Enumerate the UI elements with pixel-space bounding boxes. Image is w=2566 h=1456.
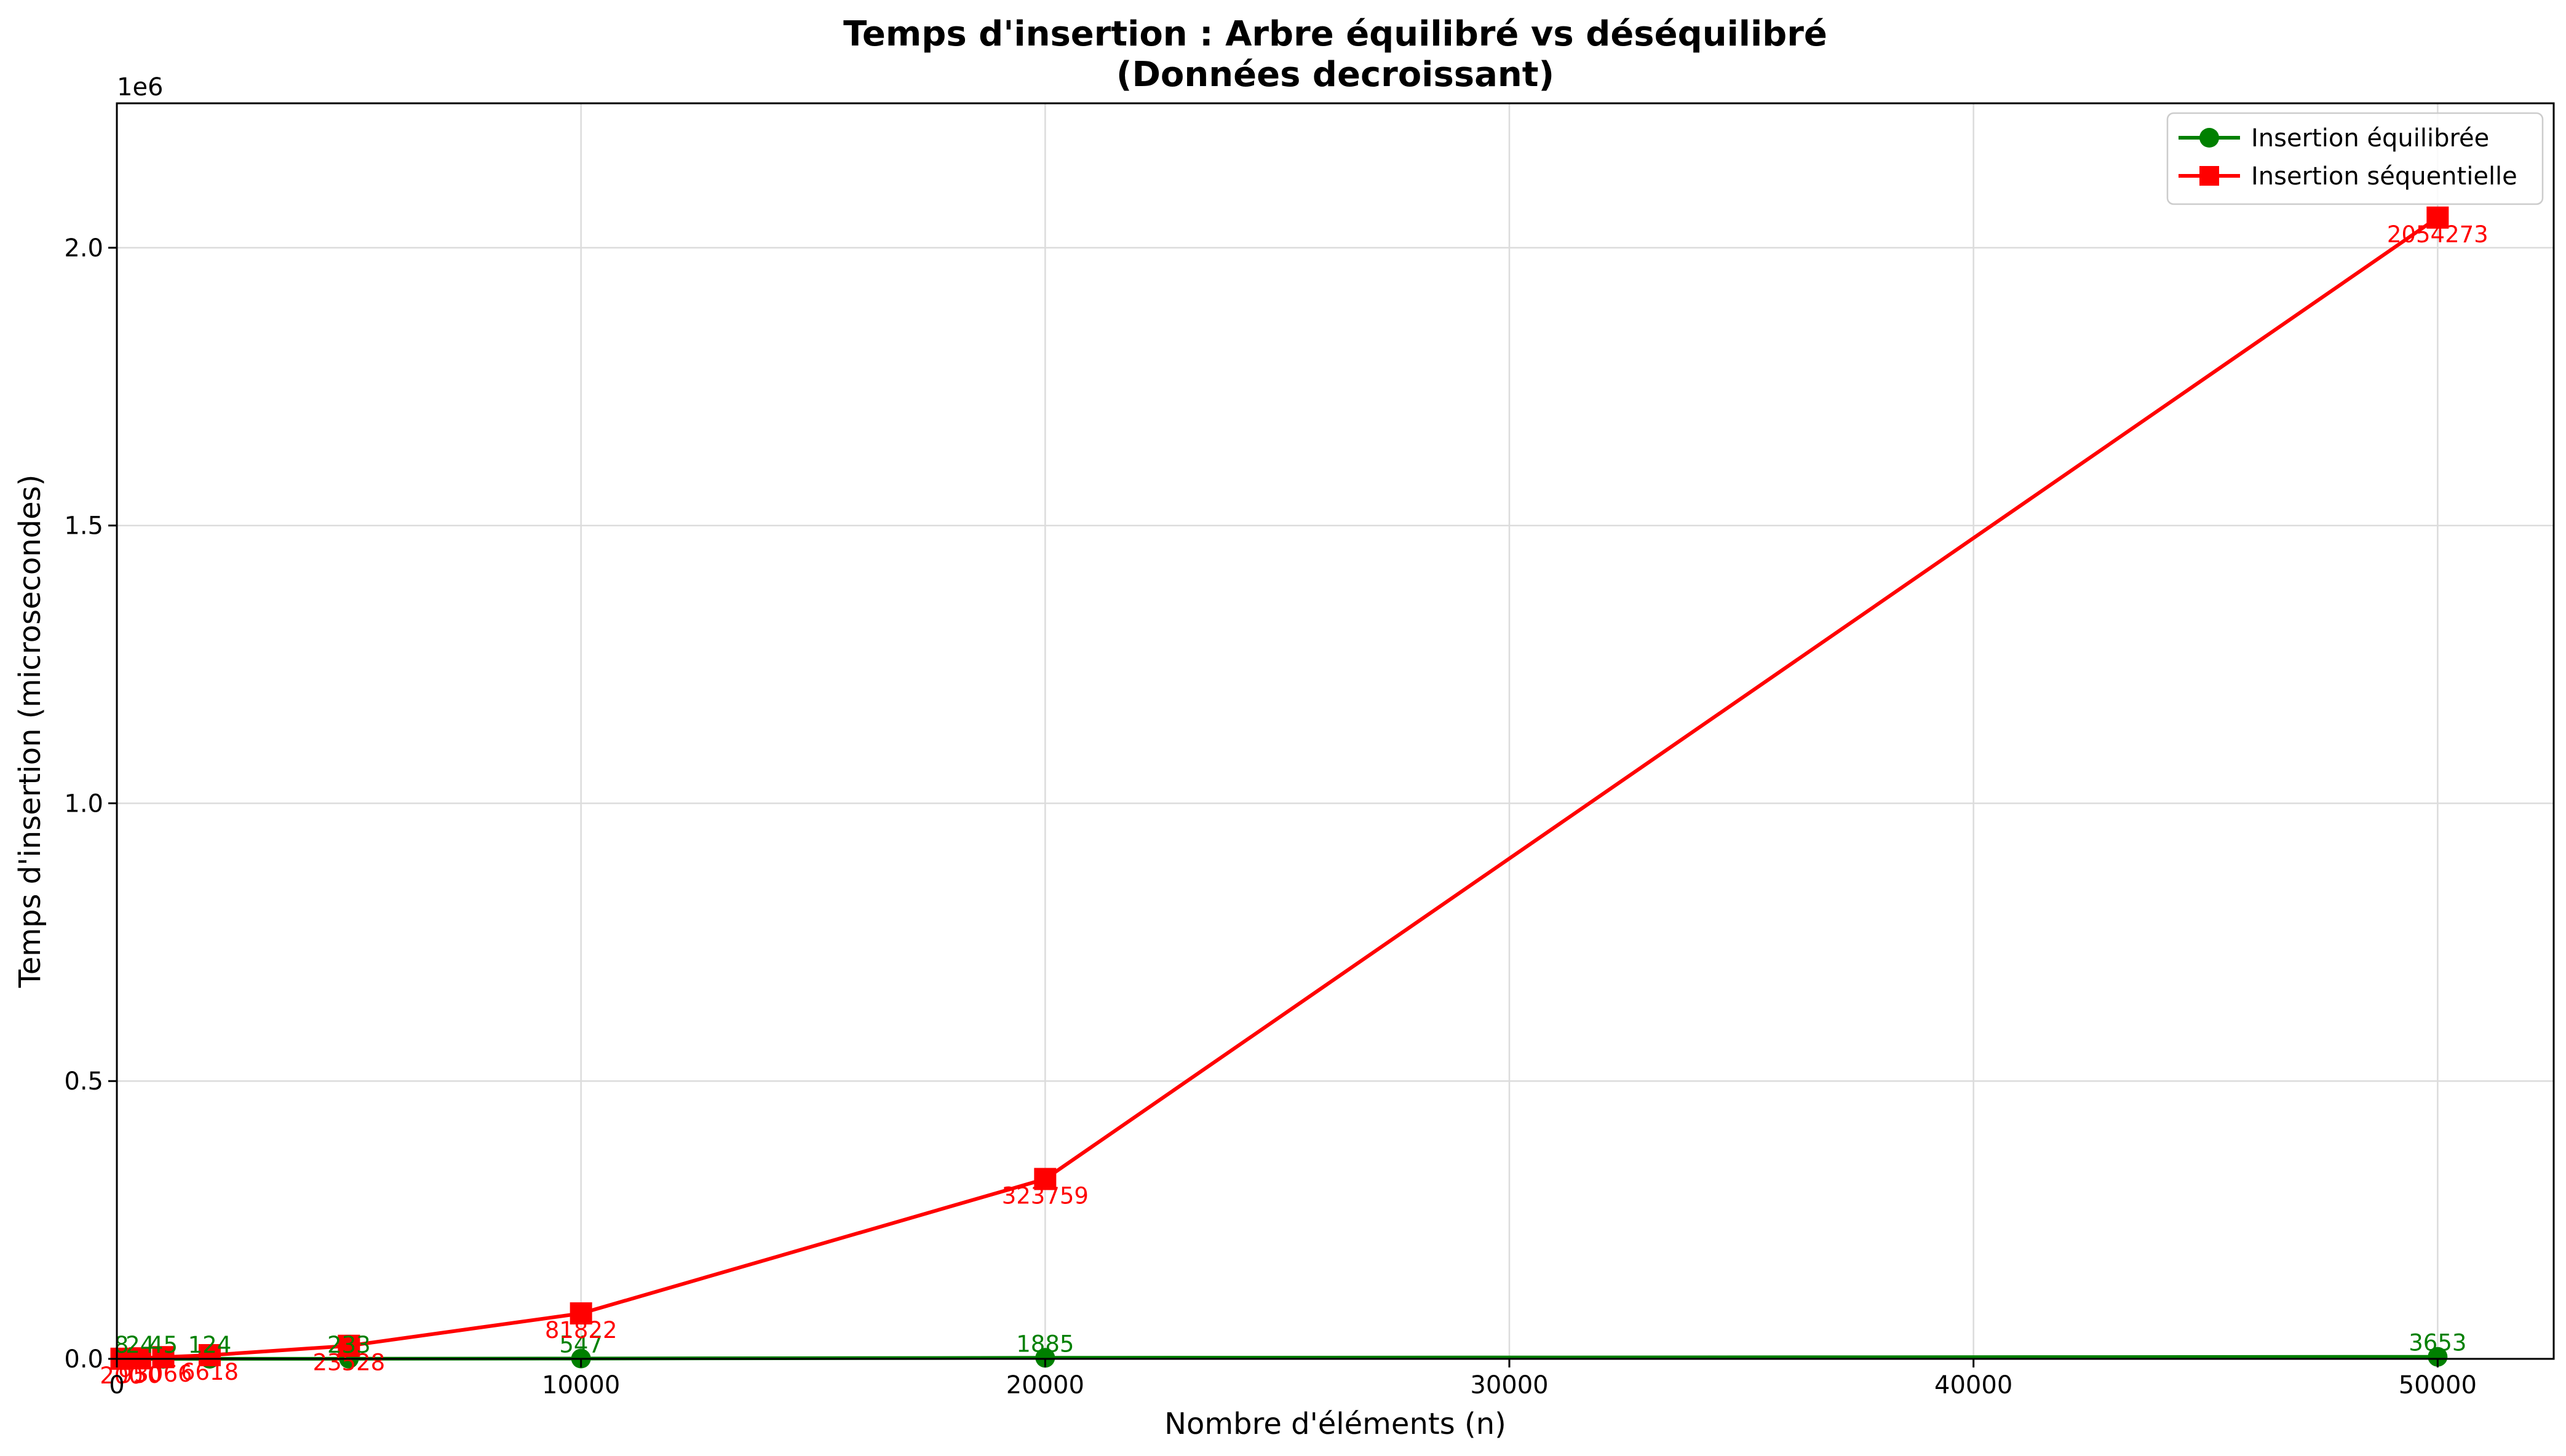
x-axis-ticks: 0 10000 20000 30000 40000 50000 <box>109 1359 2477 1399</box>
data-label: 547 <box>559 1332 603 1358</box>
y-tick-label: 1.5 <box>64 512 103 540</box>
legend-label-equilibree: Insertion équilibrée <box>2251 124 2489 152</box>
legend-marker-equilibree <box>2199 128 2219 148</box>
x-tick-label: 40000 <box>1934 1371 2012 1399</box>
data-label: 200 <box>100 1363 143 1389</box>
y-tick-label: 1.0 <box>64 789 103 818</box>
data-label: 8 <box>114 1332 129 1358</box>
legend: Insertion équilibrée Insertion séquentie… <box>2166 112 2544 205</box>
y-offset-label: 1e6 <box>117 73 164 101</box>
legend-box <box>2166 112 2544 205</box>
x-tick-label: 0 <box>109 1371 124 1399</box>
legend-marker-sequentielle <box>2199 166 2219 186</box>
data-label: 1885 <box>1016 1331 1074 1357</box>
data-point <box>198 1344 221 1367</box>
data-label: 24 <box>125 1332 154 1358</box>
data-label: 323759 <box>1002 1182 1089 1209</box>
data-point <box>152 1346 175 1369</box>
chart-title-line1: Temps d'insertion : Arbre équilibré vs d… <box>843 14 1827 54</box>
data-label: 45 <box>149 1332 178 1358</box>
x-tick-label: 50000 <box>2399 1371 2477 1399</box>
data-point <box>2428 1347 2448 1367</box>
data-label: 2054273 <box>2387 221 2489 248</box>
y-axis-ticks: 0.0 0.5 1.0 1.5 2.0 <box>64 234 117 1374</box>
data-label: 6618 <box>181 1359 239 1385</box>
y-tick-label: 0.0 <box>64 1345 103 1374</box>
data-label: 950 <box>118 1362 162 1388</box>
data-point <box>1034 1168 1057 1190</box>
plot-frame <box>116 102 2555 1360</box>
x-tick-label: 10000 <box>542 1371 620 1399</box>
legend-label-sequentielle: Insertion séquentielle <box>2251 162 2517 191</box>
data-point <box>338 1334 360 1357</box>
chart-title-line2: (Données decroissant) <box>1116 55 1554 95</box>
x-tick-label: 30000 <box>1470 1371 1548 1399</box>
data-point <box>2426 206 2449 229</box>
y-axis-label: Temps d'insertion (microsecondes) <box>13 475 47 989</box>
data-label: 23528 <box>312 1350 385 1376</box>
data-point <box>1035 1348 1055 1368</box>
data-label: 81822 <box>545 1317 618 1343</box>
x-tick-label: 20000 <box>1006 1371 1084 1399</box>
x-axis-label: Nombre d'éléments (n) <box>1164 1407 1506 1441</box>
y-tick-label: 0.5 <box>64 1067 103 1096</box>
data-label: 233 <box>327 1332 371 1358</box>
data-label: 124 <box>188 1332 232 1358</box>
data-label: 3653 <box>2409 1330 2466 1356</box>
y-tick-label: 2.0 <box>64 234 103 263</box>
data-point <box>570 1302 592 1325</box>
data-label: 3066 <box>134 1361 192 1387</box>
